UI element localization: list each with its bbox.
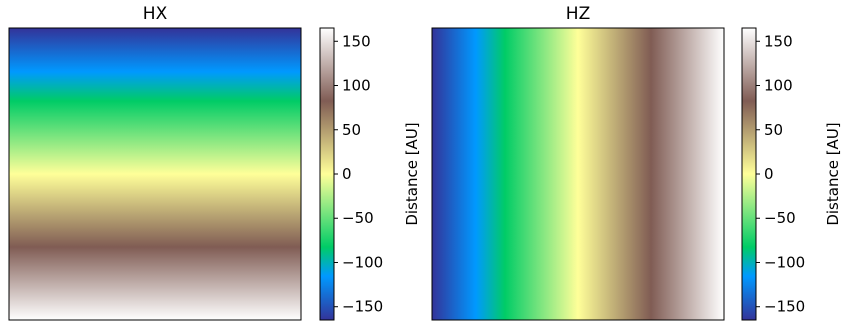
- heatmap-hx: [8, 27, 302, 321]
- panel-hx: HX −150 −100 −50 0 50 100 150 Distance [AU]: [8, 4, 421, 321]
- colorbar-tick-label: −150: [764, 298, 805, 316]
- colorbar-tick-label: 50: [342, 121, 361, 139]
- colorbar-tick-label: −50: [342, 209, 374, 227]
- colorbar-label: Distance [AU]: [824, 122, 842, 225]
- heatmap-hz: [431, 27, 725, 321]
- colorbar-tick-label: −100: [764, 253, 805, 271]
- colorbar-hx: [319, 27, 335, 321]
- colorbar-tick-label: 0: [342, 165, 352, 183]
- colorbar-tick-label: −50: [764, 209, 796, 227]
- colorbar-ticks-hz: −150 −100 −50 0 50 100 150: [756, 32, 805, 316]
- colorbar-label: Distance [AU]: [403, 122, 421, 225]
- colorbar-tick-label: −100: [342, 253, 383, 271]
- colorbar-tick-label: 150: [764, 32, 793, 50]
- colorbar-tick-label: 100: [342, 77, 371, 95]
- panel-title: HZ: [566, 4, 590, 24]
- panel-title: HX: [143, 4, 168, 24]
- colorbar-ticks-hx: −150 −100 −50 0 50 100 150: [334, 32, 383, 316]
- panel-hz: HZ −150 −100 −50 0 50 100 150 Distance [AU]: [431, 4, 842, 321]
- colorbar-hz: [741, 27, 757, 321]
- colorbar-tick-label: 0: [764, 165, 774, 183]
- colorbar-tick-label: −150: [342, 298, 383, 316]
- colorbar-tick-label: 150: [342, 32, 371, 50]
- colorbar-tick-label: 100: [764, 77, 793, 95]
- colorbar-tick-label: 50: [764, 121, 783, 139]
